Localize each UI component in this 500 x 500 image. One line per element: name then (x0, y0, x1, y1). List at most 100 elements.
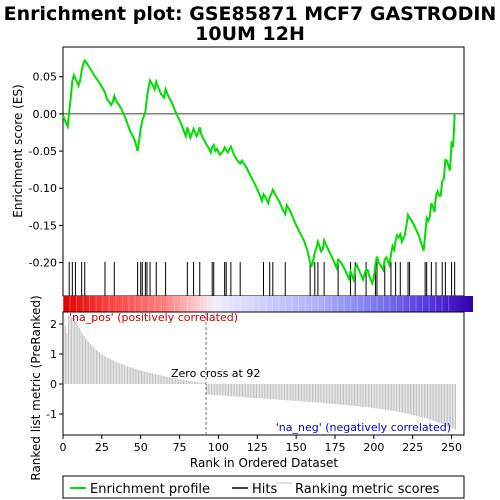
zero-cross-label: Zero cross at 92 (171, 367, 260, 380)
heatmap-gradient (63, 296, 473, 312)
x-tick-label: 225 (402, 441, 423, 454)
metric-tick-label: -1 (46, 408, 57, 421)
heatmap-stripe (160, 296, 162, 312)
positive-correlation-label: 'na_pos' (positively correlated) (69, 311, 238, 324)
heatmap-stripe (376, 296, 378, 312)
heatmap-stripe (128, 296, 130, 312)
x-axis-label: Rank in Ordered Dataset (190, 456, 338, 470)
hit-markers (68, 262, 456, 296)
heatmap-stripe (356, 296, 358, 312)
es-tick-label: -0.20 (29, 257, 57, 270)
heatmap-stripe (213, 296, 215, 312)
x-tick-label: 175 (324, 441, 345, 454)
heatmap-stripe (271, 296, 273, 312)
enrichment-profile-line (62, 58, 456, 287)
heatmap-stripe (206, 296, 208, 312)
es-panel: 0.05 0.00 -0.05 -0.10 -0.15 -0.20 (29, 46, 465, 297)
heatmap-stripe (435, 296, 437, 312)
heatmap-stripe (395, 296, 397, 312)
legend: Enrichment profile Hits Ranking metric s… (62, 475, 465, 499)
es-panel-frame (62, 46, 465, 297)
heatmap-stripe (167, 296, 169, 312)
heatmap-stripe (422, 296, 424, 312)
heatmap-stripe (284, 296, 286, 312)
heatmap-stripe (408, 296, 410, 312)
heatmap-stripe (363, 296, 365, 312)
metric-y-axis-label: Ranked list metric (PreRanked) (29, 295, 43, 480)
heatmap-stripe (441, 296, 443, 312)
es-tick-label: -0.05 (29, 145, 57, 158)
heatmap-stripe (265, 296, 267, 312)
es-tick-label: 0.00 (33, 108, 58, 121)
heatmap-stripe (102, 296, 104, 312)
heatmap-stripe (311, 296, 313, 312)
ranking-metric-bars (63, 316, 456, 430)
heatmap-stripe (193, 296, 195, 312)
es-tick-label: -0.10 (29, 182, 57, 195)
heatmap-stripe (82, 296, 84, 312)
heatmap-stripe (337, 296, 339, 312)
heatmap-stripe (219, 296, 221, 312)
x-tick-label: 25 (95, 441, 109, 454)
heatmap-stripe (350, 296, 352, 312)
heatmap-stripe (324, 296, 326, 312)
rank-heatmap-bar (63, 296, 473, 312)
heatmap-stripe (369, 296, 371, 312)
heatmap-stripe (389, 296, 391, 312)
heatmap-stripe (428, 296, 430, 312)
legend-enrichment-label: Enrichment profile (90, 482, 210, 497)
heatmap-stripe (402, 296, 404, 312)
x-tick-label: 0 (60, 441, 67, 454)
heatmap-stripe (291, 296, 293, 312)
legend-metric-label: Ranking metric scores (295, 482, 440, 497)
x-tick-label: 75 (173, 441, 187, 454)
heatmap-stripe (63, 296, 64, 312)
heatmap-stripe (76, 296, 78, 312)
x-tick-label: 150 (286, 441, 307, 454)
heatmap-stripes (63, 296, 450, 312)
heatmap-stripe (115, 296, 117, 312)
heatmap-stripe (200, 296, 202, 312)
x-tick-label: 250 (441, 441, 462, 454)
metric-y-ticks: 2 1 0 -1 (46, 318, 63, 421)
x-tick-label: 200 (363, 441, 384, 454)
heatmap-stripe (173, 296, 175, 312)
x-tick-label: 100 (208, 441, 229, 454)
heatmap-stripe (180, 296, 182, 312)
heatmap-stripe (239, 296, 241, 312)
heatmap-stripe (95, 296, 97, 312)
chart-title-line2: 10UM 12H (195, 23, 305, 45)
legend-hits-label: Hits (252, 482, 277, 497)
heatmap-stripe (232, 296, 234, 312)
metric-tick-label: 1 (50, 348, 57, 361)
heatmap-stripe (330, 296, 332, 312)
x-axis-ticks: 0 25 50 75 100 125 150 175 200 225 250 (60, 435, 462, 454)
heatmap-stripe (89, 296, 91, 312)
heatmap-stripe (278, 296, 280, 312)
heatmap-stripe (108, 296, 110, 312)
heatmap-stripe (448, 296, 450, 312)
negative-correlation-label: 'na_neg' (negatively correlated) (276, 421, 451, 434)
heatmap-stripe (343, 296, 345, 312)
heatmap-stripe (382, 296, 384, 312)
heatmap-stripe (317, 296, 319, 312)
heatmap-stripe (258, 296, 260, 312)
heatmap-stripe (121, 296, 123, 312)
metric-tick-label: 0 (50, 378, 57, 391)
es-tick-label: -0.15 (29, 219, 57, 232)
heatmap-stripe (415, 296, 417, 312)
heatmap-stripe (69, 296, 71, 312)
heatmap-stripe (245, 296, 247, 312)
heatmap-stripe (154, 296, 156, 312)
x-tick-label: 50 (134, 441, 148, 454)
heatmap-stripe (134, 296, 136, 312)
es-y-ticks: 0.05 0.00 -0.05 -0.10 -0.15 -0.20 (29, 71, 63, 270)
chart-title-line1: Enrichment plot: GSE85871 MCF7 GASTRODIN (4, 3, 497, 25)
metric-panel-frame (62, 311, 465, 436)
heatmap-stripe (187, 296, 189, 312)
heatmap-stripe (252, 296, 254, 312)
heatmap-stripe (141, 296, 143, 312)
metric-tick-label: 2 (50, 318, 57, 331)
es-tick-label: 0.05 (33, 71, 58, 84)
